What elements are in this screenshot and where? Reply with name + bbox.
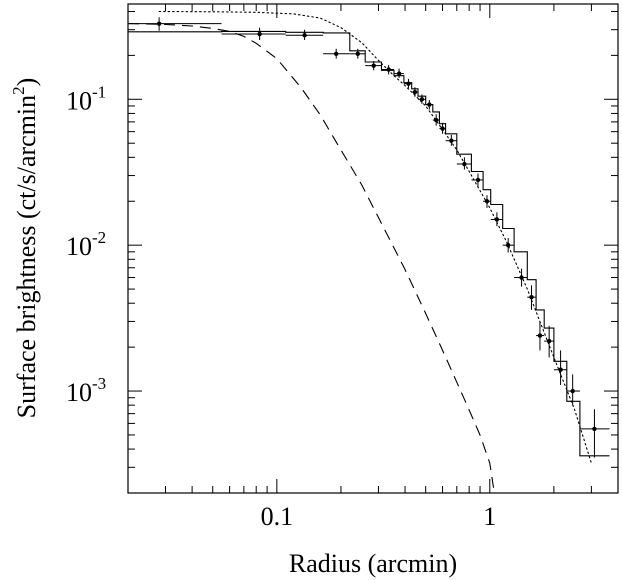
data-point <box>156 21 162 26</box>
data-point <box>396 71 402 76</box>
data-point <box>355 51 361 57</box>
data-point <box>519 275 524 280</box>
x-tick-label: 0.1 <box>261 502 294 531</box>
data-point <box>406 81 411 86</box>
y-tick-label-base: 10 <box>66 86 92 115</box>
y-tick-labels: 10-110-210-3 <box>66 82 106 407</box>
y-axis-label-superscript: 2 <box>9 86 28 95</box>
data-point <box>592 426 597 432</box>
data-point <box>570 388 575 394</box>
data-point <box>537 333 543 338</box>
data-point <box>449 138 454 143</box>
axis-ticks <box>127 4 619 494</box>
y-axis-label-close: ) <box>12 78 41 87</box>
y-axis-label-main: Surface brightness (ct/s/arcmin <box>12 95 41 418</box>
y-tick-label-exponent: -3 <box>92 374 106 393</box>
y-tick-label-base: 10 <box>66 232 92 261</box>
x-tick-labels: 0.1 1 <box>261 502 497 531</box>
data-point <box>494 217 500 222</box>
dashed-profile-line <box>128 23 495 493</box>
model-step-line <box>128 30 610 457</box>
y-tick-label: 10-3 <box>66 374 106 407</box>
y-tick-label-exponent: -2 <box>92 228 106 247</box>
y-tick-label-exponent: -1 <box>92 82 106 101</box>
data-point <box>475 177 481 183</box>
y-tick-label: 10-1 <box>66 82 106 115</box>
y-tick-label-base: 10 <box>66 378 92 407</box>
data-point <box>412 89 418 95</box>
data-point <box>558 367 563 372</box>
dotted-profile-line <box>158 10 592 464</box>
plot-marks <box>128 10 610 493</box>
data-point <box>440 126 445 131</box>
y-axis-label: Surface brightness (ct/s/arcmin2) <box>9 78 41 419</box>
data-point <box>484 199 490 204</box>
data-point <box>257 31 262 37</box>
data-point <box>334 51 339 57</box>
data-point <box>302 32 307 38</box>
x-axis-label: Radius (arcmin) <box>289 549 457 578</box>
x-tick-label: 1 <box>483 502 496 531</box>
plot-frame <box>127 3 619 494</box>
y-tick-label: 10-2 <box>66 228 106 261</box>
data-point <box>371 63 376 68</box>
